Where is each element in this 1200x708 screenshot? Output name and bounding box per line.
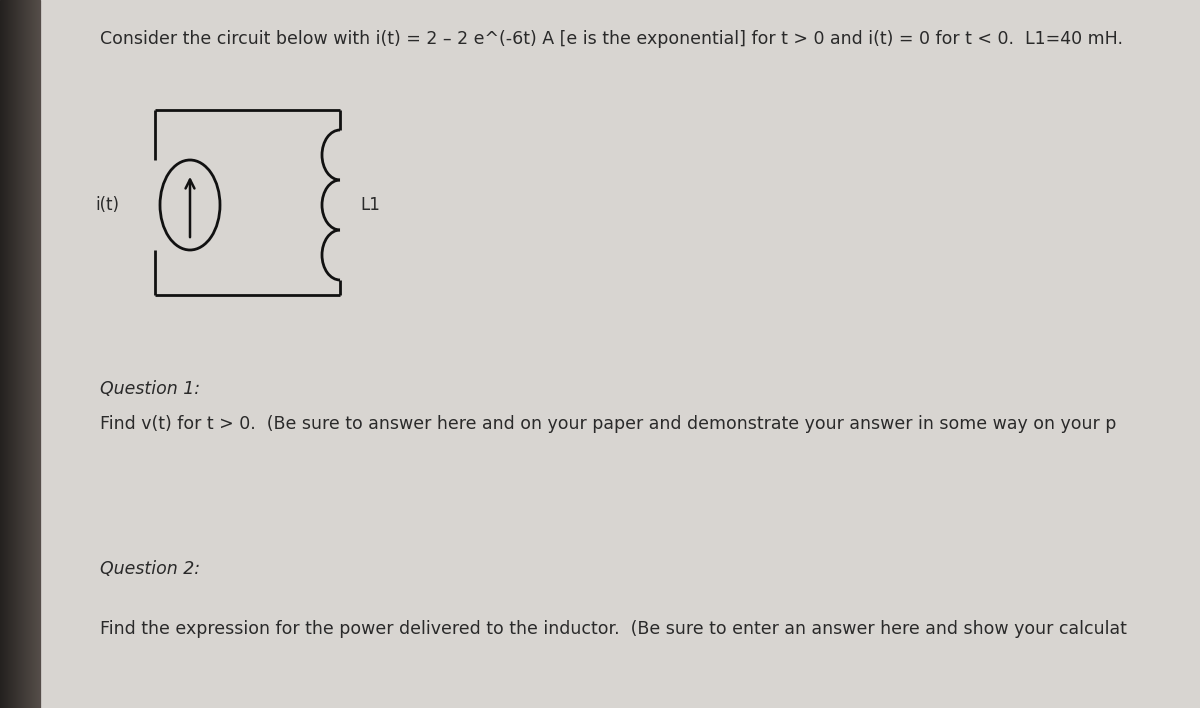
Text: Question 2:: Question 2: xyxy=(100,560,200,578)
Text: Find v(t) for t > 0.  (Be sure to answer here and on your paper and demonstrate : Find v(t) for t > 0. (Be sure to answer … xyxy=(100,415,1116,433)
Text: L1: L1 xyxy=(360,196,380,214)
Text: Consider the circuit below with i(t) = 2 – 2 e^(-6t) A [e is the exponential] fo: Consider the circuit below with i(t) = 2… xyxy=(100,30,1123,48)
Text: Question 1:: Question 1: xyxy=(100,380,200,398)
Ellipse shape xyxy=(160,160,220,250)
Text: i(t): i(t) xyxy=(95,196,119,214)
Text: Find the expression for the power delivered to the inductor.  (Be sure to enter : Find the expression for the power delive… xyxy=(100,620,1127,638)
